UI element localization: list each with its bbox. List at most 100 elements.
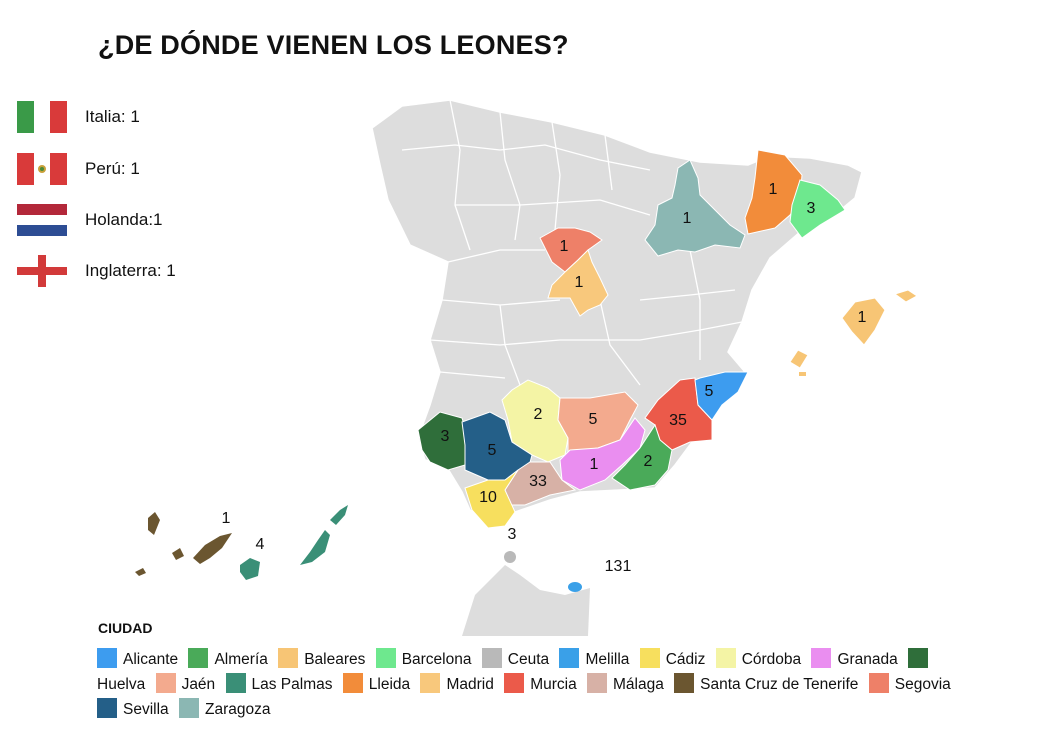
value-label-almeria: 2 <box>644 453 653 470</box>
legend-item: Córdoba <box>715 648 802 668</box>
legend-label: Granada <box>837 651 898 668</box>
value-labels: 1 1 3 1 1 1 2 5 35 5 3 5 1 2 33 10 3 131… <box>222 181 867 575</box>
region-almeria <box>611 423 673 491</box>
legend-swatch <box>342 673 363 693</box>
map-title: ¿DE DÓNDE VIENEN LOS LEONES? <box>98 30 569 60</box>
value-label-jaen: 5 <box>589 411 598 428</box>
legend: Alicante Almería Baleares Barcelona Ceut… <box>97 647 957 722</box>
legend-label: Madrid <box>446 676 494 693</box>
value-label-alicante: 5 <box>705 383 714 400</box>
legend-item: Cádiz <box>639 648 706 668</box>
legend-item: Huelva <box>97 648 934 693</box>
country-netherlands: Holanda:1 <box>17 203 163 237</box>
peru-flag-icon <box>17 153 67 185</box>
legend-swatch <box>420 673 441 693</box>
value-label-santa-cruz-de-tenerife: 1 <box>222 510 231 527</box>
value-label-murcia: 35 <box>669 412 687 429</box>
value-label-malaga: 33 <box>529 473 547 490</box>
legend-swatch <box>481 648 502 668</box>
legend-label: Melilla <box>585 651 630 668</box>
region-la-gomera <box>172 548 184 560</box>
legend-item: Sevilla <box>97 698 169 718</box>
legend-item: Ceuta <box>481 648 549 668</box>
region-gran-canaria <box>240 558 260 580</box>
legend-label: Las Palmas <box>251 676 333 693</box>
netherlands-flag-icon <box>17 204 67 236</box>
region-segovia <box>539 227 603 273</box>
legend-item: Las Palmas <box>225 673 333 693</box>
italy-flag-icon <box>17 101 67 133</box>
country-label: Inglaterra: 1 <box>85 261 176 280</box>
legend-label: Huelva <box>97 676 146 693</box>
legend-swatch <box>225 673 246 693</box>
legend-swatch <box>155 673 176 693</box>
region-ceuta <box>504 551 516 563</box>
region-baleares-mallorca <box>841 297 886 346</box>
region-cadiz <box>464 469 519 529</box>
legend-label: Sevilla <box>123 701 169 718</box>
value-label-barcelona: 3 <box>807 200 816 217</box>
country-label: Italia: 1 <box>85 107 140 126</box>
country-italy: Italia: 1 <box>17 100 140 134</box>
value-label-cordoba: 2 <box>534 406 543 423</box>
legend-label: Jaén <box>181 676 216 693</box>
legend-label: Lleida <box>368 676 411 693</box>
legend-item: Málaga <box>587 673 664 693</box>
region-alicante <box>694 371 749 421</box>
north-africa-coast <box>462 565 590 636</box>
value-label-las-palmas: 4 <box>256 536 265 553</box>
legend-title: CIUDAD <box>98 620 153 636</box>
legend-item: Granada <box>811 648 898 668</box>
value-label-lleida: 1 <box>769 181 778 198</box>
legend-label: Barcelona <box>401 651 472 668</box>
legend-swatch <box>639 648 660 668</box>
legend-label: Córdoba <box>741 651 802 668</box>
region-lleida <box>744 149 803 235</box>
legend-swatch <box>674 673 695 693</box>
value-label-sevilla: 5 <box>488 442 497 459</box>
england-flag-icon <box>17 255 67 287</box>
legend-label: Alicante <box>123 651 179 668</box>
value-label-huelva: 3 <box>441 428 450 445</box>
legend-swatch <box>188 648 209 668</box>
legend-swatch <box>868 673 889 693</box>
legend-item: Zaragoza <box>178 698 271 718</box>
region-fuerteventura <box>300 530 330 565</box>
legend-item: Jaén <box>155 673 216 693</box>
legend-swatch <box>811 648 832 668</box>
legend-item: Baleares <box>278 648 365 668</box>
legend-item: Almería <box>188 648 268 668</box>
legend-swatch <box>504 673 525 693</box>
value-label-madrid: 1 <box>575 274 584 291</box>
region-baleares-ibiza <box>789 349 809 369</box>
legend-label: Málaga <box>613 676 664 693</box>
region-baleares-menorca <box>893 289 918 303</box>
country-peru: Perú: 1 <box>17 152 140 186</box>
legend-item: Barcelona <box>375 648 472 668</box>
region-madrid <box>547 249 609 317</box>
legend-item: Murcia <box>504 673 577 693</box>
value-label-baleares: 1 <box>858 309 867 326</box>
region-la-palma <box>148 512 160 535</box>
legend-item: Santa Cruz de Tenerife <box>674 673 859 693</box>
value-label-ceuta: 3 <box>508 526 517 543</box>
legend-label: Santa Cruz de Tenerife <box>700 676 859 693</box>
country-label: Holanda:1 <box>85 210 163 229</box>
legend-label: Segovia <box>894 676 951 693</box>
region-baleares-formentera <box>799 372 806 376</box>
region-lanzarote <box>330 505 348 525</box>
legend-label: Cádiz <box>665 651 706 668</box>
legend-label: Zaragoza <box>204 701 271 718</box>
value-label-zaragoza: 1 <box>683 210 692 227</box>
region-zaragoza <box>644 159 746 257</box>
legend-swatch <box>587 673 608 693</box>
legend-item: Melilla <box>559 648 630 668</box>
legend-swatch <box>715 648 736 668</box>
legend-item: Madrid <box>420 673 494 693</box>
legend-label: Almería <box>214 651 268 668</box>
region-granada <box>559 417 646 491</box>
legend-swatch <box>278 648 299 668</box>
legend-item: Lleida <box>342 673 411 693</box>
legend-swatch <box>559 648 580 668</box>
